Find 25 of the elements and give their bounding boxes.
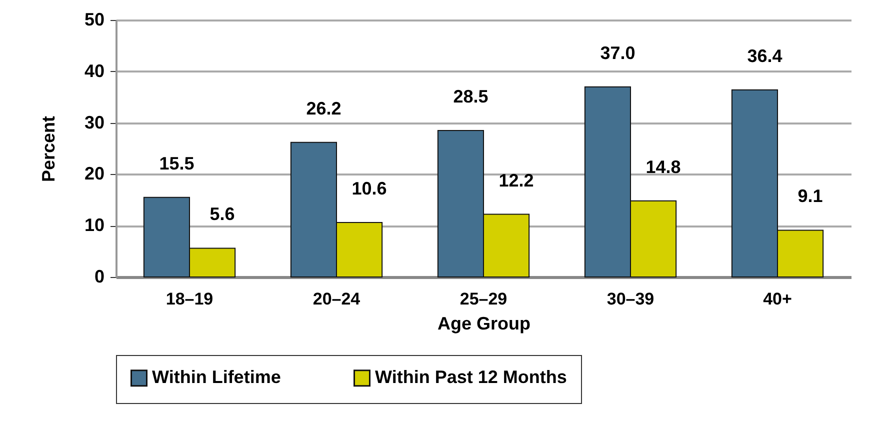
data-label: 10.6 [352, 178, 387, 199]
data-label: 9.1 [798, 186, 823, 206]
y-tick-label: 20 [84, 164, 104, 184]
x-tick-label: 40+ [763, 290, 792, 308]
data-label: 36.4 [747, 46, 782, 66]
x-tick-label: 25–29 [460, 290, 508, 308]
data-label: 12.2 [498, 170, 534, 190]
y-axis-title: Percent [38, 116, 58, 182]
y-tick-label: 40 [84, 60, 104, 81]
legend-label: Within Lifetime [152, 367, 281, 388]
legend-label: Within Past 12 Months [375, 367, 567, 388]
data-label: 15.5 [159, 153, 194, 174]
data-label: 14.8 [646, 156, 681, 177]
y-tick-label: 30 [84, 112, 104, 132]
x-tick-label: 20–24 [312, 290, 361, 308]
data-label: 28.5 [453, 86, 488, 107]
data-label: 37.0 [600, 42, 636, 63]
x-axis-title: Age Group [438, 314, 530, 334]
x-tick-label: 18–19 [166, 290, 214, 308]
data-label: 5.6 [210, 204, 235, 224]
data-label: 26.2 [306, 98, 342, 118]
y-tick-label: 10 [84, 215, 104, 236]
y-tick-label: 50 [84, 10, 104, 30]
y-tick-label: 0 [94, 266, 104, 286]
x-tick-label: 30–39 [606, 290, 654, 308]
